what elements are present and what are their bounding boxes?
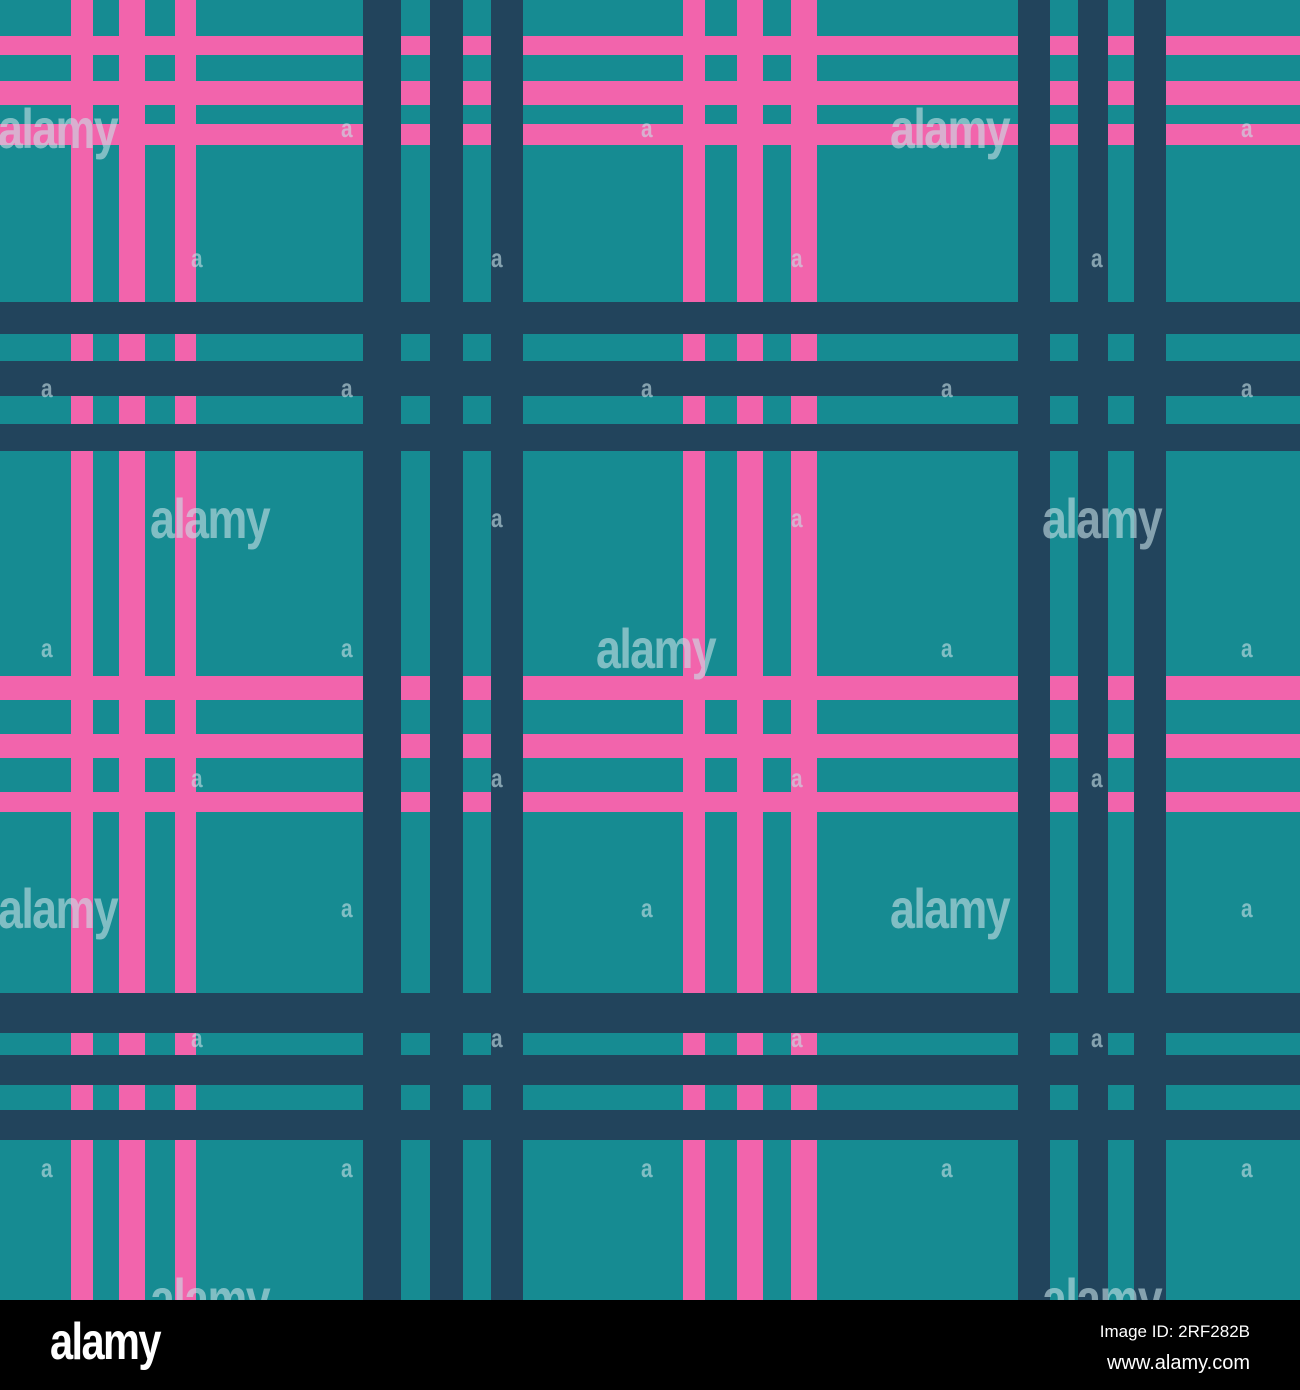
website-link[interactable]: www.alamy.com xyxy=(1107,1352,1250,1374)
watermark-mark: a xyxy=(941,373,953,403)
pink-horizontal-stripe xyxy=(0,124,1300,145)
watermark-mark: a xyxy=(941,1153,953,1183)
watermark-mark: a xyxy=(1091,1023,1103,1053)
watermark-logo: alamy xyxy=(1042,487,1163,550)
alamy-logo: alamy xyxy=(50,1313,162,1371)
watermark-mark: a xyxy=(1241,893,1253,923)
navy-horizontal-stripe xyxy=(0,1110,1300,1140)
watermark-mark: a xyxy=(791,243,803,273)
watermark-mark: a xyxy=(1091,243,1103,273)
watermark-mark: a xyxy=(491,763,503,793)
pink-vertical-stripe xyxy=(737,0,763,1300)
navy-stripes xyxy=(0,0,1300,1300)
watermark-logo: alamy xyxy=(890,877,1011,940)
pink-vertical-stripe xyxy=(791,0,817,1300)
navy-horizontal-stripe xyxy=(0,302,1300,334)
watermark-mark: a xyxy=(641,893,653,923)
watermark-logo: alamy xyxy=(0,97,119,160)
watermark-mark: a xyxy=(41,1153,53,1183)
navy-vertical-stripe xyxy=(1018,0,1050,1300)
watermark-mark: a xyxy=(1091,763,1103,793)
watermark-mark: a xyxy=(1241,113,1253,143)
watermark-mark: a xyxy=(641,113,653,143)
watermark-mark: a xyxy=(191,763,203,793)
pink-vertical-stripe xyxy=(175,0,196,1300)
watermark-mark: a xyxy=(341,893,353,923)
navy-horizontal-stripe xyxy=(0,1055,1300,1085)
navy-vertical-stripe xyxy=(363,0,401,1300)
watermark-mark: a xyxy=(641,1153,653,1183)
watermark-mark: a xyxy=(791,503,803,533)
pink-horizontal-stripe xyxy=(0,36,1300,55)
footer-bar: alamy Image ID: 2RF282B www.alamy.com xyxy=(0,1300,1300,1390)
navy-horizontal-stripe xyxy=(0,993,1300,1033)
watermark-mark: a xyxy=(41,373,53,403)
watermark-logo: alamy xyxy=(150,487,271,550)
plaid-pattern xyxy=(0,0,1300,1300)
navy-vertical-stripe xyxy=(1134,0,1166,1300)
navy-vertical-stripe xyxy=(1078,0,1108,1300)
watermark-mark: a xyxy=(491,1023,503,1053)
watermark-mark: a xyxy=(1241,373,1253,403)
watermark-mark: a xyxy=(791,763,803,793)
watermark-mark: a xyxy=(941,633,953,663)
watermark-mark: a xyxy=(341,373,353,403)
watermark-mark: a xyxy=(491,503,503,533)
watermark-mark: a xyxy=(41,633,53,663)
watermark-logo: alamy xyxy=(596,617,717,680)
watermark-mark: a xyxy=(491,243,503,273)
watermark-mark: a xyxy=(341,113,353,143)
watermark-mark: a xyxy=(641,373,653,403)
navy-vertical-stripe xyxy=(491,0,523,1300)
navy-vertical-stripe xyxy=(430,0,463,1300)
watermark-mark: a xyxy=(191,243,203,273)
watermark-mark: a xyxy=(191,1023,203,1053)
navy-horizontal-stripe xyxy=(0,424,1300,451)
pink-vertical-stripe xyxy=(119,0,145,1300)
watermark-mark: a xyxy=(341,1153,353,1183)
watermark-mark: a xyxy=(1241,633,1253,663)
watermark-mark: a xyxy=(1241,1153,1253,1183)
pink-horizontal-stripe xyxy=(0,792,1300,812)
watermark-mark: a xyxy=(341,633,353,663)
navy-horizontal-stripe xyxy=(0,361,1300,396)
watermark-mark: a xyxy=(791,1023,803,1053)
watermark-logo: alamy xyxy=(0,877,119,940)
pink-vertical-stripe xyxy=(71,0,93,1300)
watermark-logo: alamy xyxy=(890,97,1011,160)
image-id: Image ID: 2RF282B xyxy=(1099,1322,1250,1341)
